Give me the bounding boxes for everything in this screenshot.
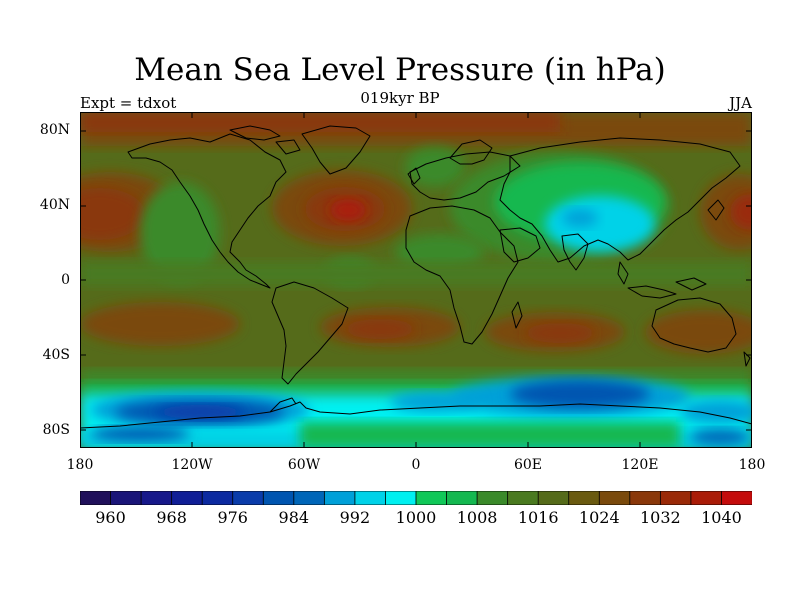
colorbar-swatch <box>537 491 570 505</box>
colorbar-label: 1016 <box>517 508 559 527</box>
lon-label-180e: 180 <box>738 457 766 473</box>
season-label: JJA <box>729 94 752 112</box>
colorbar-swatch <box>690 491 723 505</box>
colorbar-swatch <box>598 491 631 505</box>
colorbar-label: 960 <box>95 508 126 527</box>
lat-label-0: 0 <box>61 272 70 288</box>
lat-label-40n: 40N <box>39 197 70 213</box>
colorbar-swatch <box>323 491 356 505</box>
lat-label-80s: 80S <box>42 422 70 438</box>
colorbar-label: 1024 <box>578 508 620 527</box>
colorbar <box>80 491 752 505</box>
colorbar-swatch <box>171 491 203 505</box>
colorbar-swatch <box>354 491 387 505</box>
lon-label-60e: 60E <box>513 457 543 473</box>
colorbar-label: 976 <box>217 508 248 527</box>
map-title: Mean Sea Level Pressure (in hPa) <box>134 52 666 88</box>
experiment-label: Expt = tdxot <box>80 94 177 112</box>
colorbar-label: 1032 <box>640 508 681 527</box>
colorbar-swatch <box>629 491 662 505</box>
colorbar-label: 968 <box>156 508 187 527</box>
colorbar-swatch <box>721 491 752 505</box>
colorbar-swatch <box>568 491 600 505</box>
lat-label-80n: 80N <box>39 122 70 138</box>
colorbar-swatch <box>80 491 112 505</box>
pressure-map <box>80 112 752 448</box>
colorbar-swatch <box>232 491 264 505</box>
colorbar-label: 992 <box>339 508 371 527</box>
colorbar-swatch <box>476 491 509 505</box>
colorbar-swatch <box>201 491 234 505</box>
colorbar-label: 1040 <box>701 508 742 527</box>
map-ticks <box>80 112 752 448</box>
colorbar-swatch <box>293 491 326 505</box>
colorbar-swatch <box>140 491 173 505</box>
lat-label-40s: 40S <box>42 347 70 363</box>
colorbar-swatch <box>507 491 539 505</box>
colorbar-swatch <box>446 491 478 505</box>
colorbar-swatch <box>262 491 295 505</box>
colorbar-swatch <box>659 491 692 505</box>
colorbar-swatch <box>110 491 142 505</box>
lon-label-120w: 120W <box>171 457 213 473</box>
lon-label-180w: 180 <box>66 457 94 473</box>
pressure-field <box>80 112 752 448</box>
lon-label-60w: 60W <box>287 457 321 473</box>
colorbar-label: 1000 <box>395 508 437 527</box>
lon-label-0: 0 <box>411 457 421 473</box>
coastlines <box>80 125 752 429</box>
colorbar-swatch <box>385 491 417 505</box>
colorbar-label: 1008 <box>456 508 498 527</box>
colorbar-swatch <box>415 491 448 505</box>
colorbar-label: 984 <box>278 508 310 527</box>
map-subtitle: 019kyr BP <box>360 89 440 107</box>
lon-label-120e: 120E <box>621 457 659 473</box>
